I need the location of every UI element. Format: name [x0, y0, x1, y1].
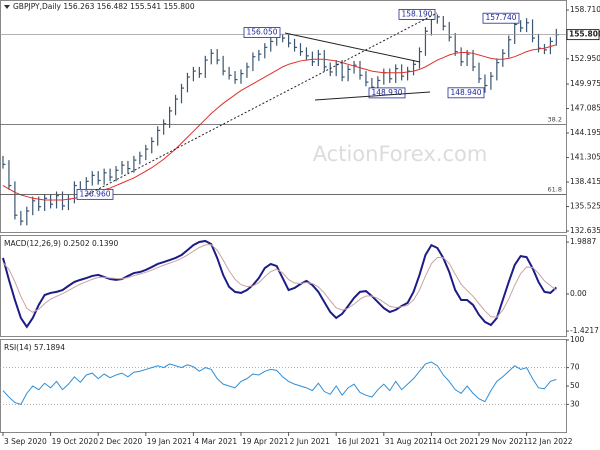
x-tick-label: 2 Jun 2021	[290, 437, 331, 446]
y-tick-label: 144.195	[570, 128, 600, 137]
menu-icon	[4, 5, 10, 9]
price-label-box	[243, 27, 281, 38]
y-tick-label: 1.9887	[570, 237, 596, 246]
price-label-box	[398, 8, 436, 20]
panel-header: MACD(12,26,9) 0.2502 0.1390	[4, 239, 118, 248]
y-tick-label: 158.710	[570, 5, 600, 14]
x-tick-label: 31 Aug 2021	[385, 437, 433, 446]
trendline	[314, 91, 431, 101]
y-tick-label: 149.975	[570, 79, 600, 88]
x-tick-label: 19 Jan 2021	[147, 437, 192, 446]
panel-header: RSI(14) 57.1894	[4, 343, 65, 352]
y-tick-label: 152.950	[570, 54, 600, 63]
trendline	[284, 32, 421, 63]
price-label-box	[76, 188, 114, 200]
price-panel	[0, 0, 567, 233]
watermark: ActionForex.com	[313, 142, 488, 166]
price-label-box	[447, 87, 485, 99]
y-tick-label: -1.4217	[570, 326, 599, 335]
indicator-line	[2, 244, 557, 318]
price-label-box	[482, 12, 520, 24]
y-tick-label: 30	[570, 399, 580, 408]
price-label: 148.930	[371, 88, 402, 97]
x-tick-label: 16 Jul 2021	[337, 437, 380, 446]
fib-label: 61.8	[548, 185, 562, 193]
y-tick-label: 132.635	[570, 226, 600, 235]
price-header: GBPJPY,Daily 156.263 156.482 155.541 155…	[13, 2, 195, 11]
price-label-box	[368, 87, 406, 99]
x-tick-label: 4 Mar 2021	[194, 437, 237, 446]
y-tick-label: 147.085	[570, 104, 600, 113]
x-tick-label: 3 Sep 2020	[4, 437, 47, 446]
plot-layer: 158.710 152.950 149.975 147.085 144.195 141.3…	[0, 5, 600, 446]
indicator-line	[2, 361, 557, 405]
y-tick-label: 135.525	[570, 202, 600, 211]
trendlines	[84, 12, 438, 197]
fib-label: 38.2	[548, 116, 562, 124]
x-tick-label: 29 Nov 2021	[480, 437, 528, 446]
x-tick-label: 14 Oct 2021	[432, 437, 479, 446]
x-tick-label: 2 Dec 2020	[99, 437, 142, 446]
y-tick-label: 0.00	[570, 289, 587, 298]
price-label: 158.190	[401, 9, 432, 18]
x-tick-label: 19 Oct 2020	[52, 437, 99, 446]
y-tick-label: 50	[570, 381, 580, 390]
y-tick-label: 141.305	[570, 153, 600, 162]
price-label: 157.740	[485, 13, 516, 22]
last-price-box	[566, 29, 600, 41]
price-label: 148.940	[450, 88, 481, 97]
x-tick-label: 19 Apr 2021	[242, 437, 289, 446]
x-tick-label: 12 Jan 2022	[528, 437, 573, 446]
y-tick-label: 138.415	[570, 177, 600, 186]
macd-panel	[0, 235, 567, 337]
y-tick-label: 70	[570, 363, 580, 372]
price-label: 136.960	[79, 189, 110, 198]
last-price-label: 155.800	[569, 30, 600, 39]
price-label: 156.050	[246, 28, 277, 37]
indicator-line	[2, 239, 558, 329]
y-tick-label: 100	[570, 335, 585, 344]
